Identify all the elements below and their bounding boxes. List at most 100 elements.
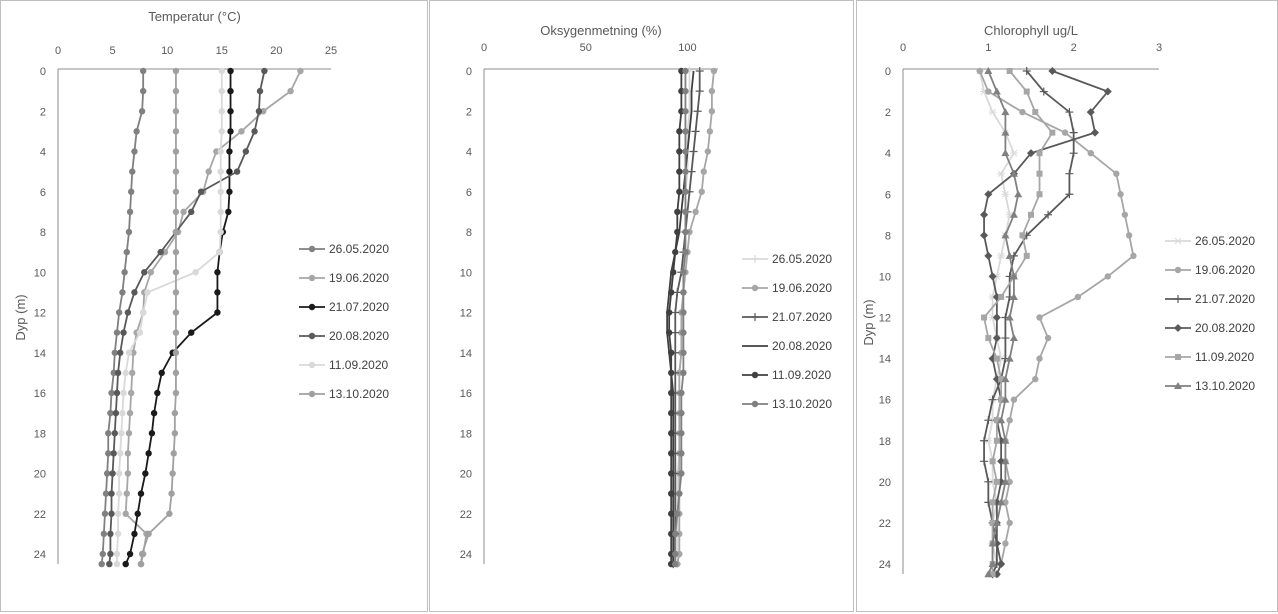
y-axis-label: Dyp (m) xyxy=(13,294,28,340)
data-point xyxy=(141,269,148,276)
legend-swatch-marker xyxy=(308,274,316,282)
legend-label: 13.10.2020 xyxy=(772,397,832,411)
y-tick-label: 4 xyxy=(466,147,472,159)
data-point xyxy=(992,313,1001,322)
data-point xyxy=(124,309,132,316)
data-point xyxy=(984,477,993,486)
data-point xyxy=(227,87,234,95)
x-tick-label: 0 xyxy=(55,45,61,57)
data-point xyxy=(998,293,1005,300)
data-point xyxy=(218,67,225,75)
x-tick-label: 20 xyxy=(270,45,282,57)
data-point xyxy=(998,376,1005,383)
data-point xyxy=(188,208,195,216)
data-point xyxy=(672,530,679,538)
data-point xyxy=(997,498,1006,506)
data-point xyxy=(1069,128,1078,137)
data-point xyxy=(226,168,233,175)
data-point xyxy=(1005,354,1014,362)
data-point xyxy=(976,67,983,75)
data-point xyxy=(980,457,989,466)
data-point xyxy=(668,289,675,296)
data-point xyxy=(676,128,683,135)
data-point xyxy=(113,329,121,336)
data-point xyxy=(676,168,683,175)
data-point xyxy=(172,208,180,216)
data-point xyxy=(126,208,134,216)
data-point xyxy=(668,490,675,497)
data-point xyxy=(1010,396,1018,403)
data-point xyxy=(668,470,675,477)
data-point xyxy=(111,349,118,356)
data-point xyxy=(238,128,245,135)
chlorophyll-chart: Chlorophyll ug/L0 1 2 302468101214161820222… xyxy=(861,23,1255,579)
data-point xyxy=(680,269,687,276)
data-point xyxy=(105,430,112,437)
data-point xyxy=(692,208,699,216)
data-point xyxy=(297,67,304,75)
data-point xyxy=(115,470,123,477)
data-point xyxy=(172,269,180,276)
data-point xyxy=(121,269,128,276)
data-point xyxy=(1044,210,1053,219)
data-point xyxy=(150,409,158,417)
data-point xyxy=(1036,150,1043,157)
series-line xyxy=(987,70,1020,575)
data-point xyxy=(984,570,993,578)
data-point xyxy=(214,269,221,276)
data-point xyxy=(251,128,258,135)
series-line xyxy=(978,70,1135,575)
data-point xyxy=(674,208,681,216)
data-point xyxy=(998,396,1005,403)
legend-label: 13.10.2020 xyxy=(1195,379,1255,393)
data-point xyxy=(172,108,180,115)
data-point xyxy=(680,329,687,336)
series-line xyxy=(674,71,687,565)
data-point xyxy=(172,349,180,356)
data-point xyxy=(158,369,165,377)
data-point xyxy=(1065,108,1074,117)
data-point xyxy=(678,430,685,437)
data-point xyxy=(126,409,134,417)
y-tick-label: 24 xyxy=(879,559,891,571)
data-point xyxy=(108,389,115,397)
data-point xyxy=(988,108,997,116)
data-point xyxy=(256,87,264,95)
data-point xyxy=(992,292,1001,301)
legend-swatch-marker xyxy=(308,303,316,311)
data-point xyxy=(109,470,116,477)
data-point xyxy=(125,349,133,356)
data-point xyxy=(984,190,993,199)
data-point xyxy=(1091,128,1099,137)
x-tick-label: 10 xyxy=(161,45,173,57)
legend-label: 11.09.2020 xyxy=(1195,350,1254,364)
data-point xyxy=(142,470,149,477)
temperature-chart-panel: Temperatur (°C) 0 5 10 15 20 25 0 2 4 6 8 10 12 14 16 18… xyxy=(0,0,428,612)
data-point xyxy=(137,490,145,497)
data-point xyxy=(172,228,180,236)
data-point xyxy=(668,430,675,437)
data-point xyxy=(168,490,175,497)
data-point xyxy=(113,550,121,558)
legend-label: 11.09.2020 xyxy=(772,368,831,382)
data-point xyxy=(1019,232,1026,239)
chart-title: Chlorophyll ug/L xyxy=(984,23,1078,38)
data-point xyxy=(1019,108,1026,116)
data-point xyxy=(665,329,673,336)
data-point xyxy=(1001,128,1010,136)
y-tick-label: 10 xyxy=(34,267,46,279)
series-line xyxy=(983,70,1110,575)
data-point xyxy=(1065,169,1074,178)
legend-swatch-marker xyxy=(1174,266,1182,274)
data-point xyxy=(1125,232,1133,239)
data-point xyxy=(188,329,195,336)
data-point xyxy=(993,478,1000,485)
data-point xyxy=(1036,191,1043,198)
data-point xyxy=(992,87,1001,95)
data-point xyxy=(1032,375,1039,383)
data-point xyxy=(668,510,675,517)
series-line xyxy=(668,71,683,565)
legend-swatch-marker xyxy=(1175,354,1181,360)
x-tick-label: 50 xyxy=(580,42,592,54)
data-point xyxy=(106,560,113,568)
